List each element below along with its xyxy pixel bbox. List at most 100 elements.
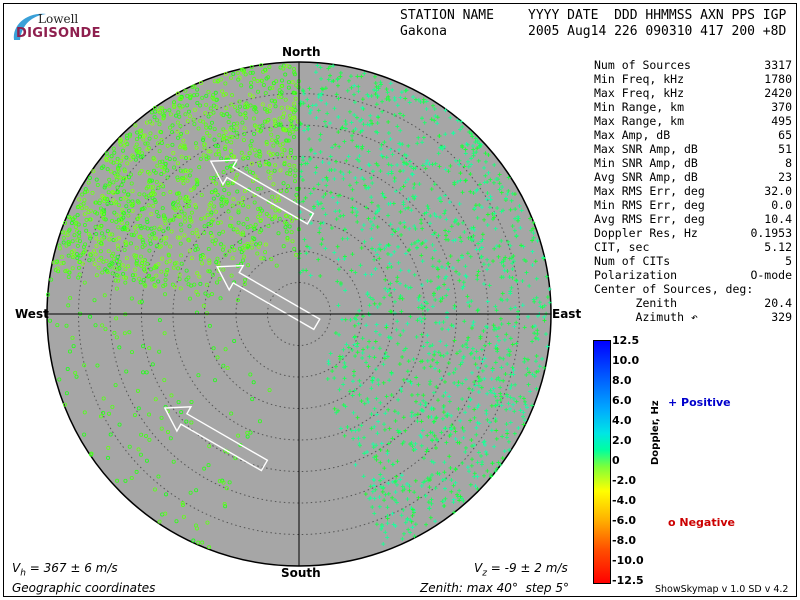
positive-doppler-source-marker [297,251,302,256]
negative-doppler-source-marker [187,215,192,220]
positive-doppler-source-marker [346,345,351,350]
negative-doppler-source-marker [137,300,142,305]
negative-doppler-source-marker [229,223,234,228]
negative-doppler-source-marker [221,480,226,485]
positive-doppler-source-marker [453,436,458,441]
negative-doppler-source-marker [140,259,145,264]
negative-doppler-source-marker [175,175,180,180]
positive-doppler-source-marker [406,205,411,210]
negative-doppler-source-marker [67,240,72,245]
positive-doppler-source-marker [436,398,441,403]
positive-doppler-source-marker [369,412,374,417]
stat-row: Max Amp, dB 65 [594,128,792,142]
negative-doppler-source-marker [196,540,201,545]
positive-doppler-source-marker [319,86,324,91]
positive-doppler-source-marker [354,115,359,120]
positive-doppler-source-marker [499,260,504,265]
positive-doppler-source-marker [320,206,325,211]
stat-row: Min RMS Err, deg 0.0 [594,198,792,212]
negative-doppler-source-marker [209,175,214,180]
positive-doppler-source-marker [463,273,468,278]
positive-doppler-source-marker [531,220,536,225]
positive-doppler-source-marker [372,455,377,460]
negative-doppler-source-marker [76,265,81,270]
positive-doppler-source-marker [498,462,503,467]
negative-doppler-source-marker [105,197,110,202]
negative-doppler-source-marker [240,258,245,263]
positive-doppler-source-marker [504,407,509,412]
positive-doppler-source-marker [386,441,391,446]
positive-doppler-source-marker [484,452,489,457]
negative-doppler-source-marker [138,452,143,457]
negative-doppler-source-marker [205,213,210,218]
negative-doppler-source-marker [248,372,253,377]
positive-doppler-source-marker [370,246,375,251]
negative-doppler-source-marker [86,232,91,237]
positive-doppler-source-marker [412,272,417,277]
positive-doppler-source-marker [530,372,535,377]
stat-value: 10.4 [764,212,792,226]
positive-doppler-source-marker [433,320,438,325]
negative-doppler-source-marker [288,148,293,153]
positive-doppler-source-marker [369,272,374,277]
positive-doppler-source-marker [465,251,470,256]
negative-doppler-source-marker [207,202,212,207]
positive-doppler-source-marker [485,212,490,217]
negative-doppler-source-marker [289,122,294,127]
positive-doppler-source-marker [475,187,480,192]
positive-doppler-source-marker [461,280,466,285]
positive-doppler-source-marker [390,232,395,237]
positive-doppler-source-marker [383,492,388,497]
negative-doppler-source-marker [294,192,299,197]
negative-doppler-source-marker [194,231,199,236]
negative-doppler-source-marker [192,84,197,89]
negative-doppler-source-marker [182,211,187,216]
negative-doppler-source-marker [284,214,289,219]
negative-doppler-source-marker [248,224,253,229]
negative-doppler-source-marker [150,362,155,367]
positive-doppler-source-marker [332,376,337,381]
negative-doppler-source-marker [152,231,157,236]
negative-doppler-source-marker [228,127,233,132]
negative-doppler-source-marker [160,206,165,211]
positive-doppler-source-marker [468,397,473,402]
negative-doppler-source-marker [100,323,105,328]
positive-doppler-source-marker [376,115,381,120]
positive-doppler-source-marker [337,144,342,149]
positive-doppler-source-marker [351,369,356,374]
negative-doppler-source-marker [243,111,248,116]
negative-doppler-source-marker [215,192,220,197]
positive-doppler-source-marker [528,216,533,221]
negative-doppler-source-marker [111,191,116,196]
negative-doppler-source-marker [161,170,166,175]
positive-doppler-source-marker [480,368,485,373]
positive-doppler-source-marker [457,272,462,277]
negative-doppler-source-marker [188,168,193,173]
negative-doppler-source-marker [209,190,214,195]
negative-doppler-source-marker [279,94,284,99]
positive-doppler-source-marker [299,169,304,174]
negative-doppler-source-marker [267,388,272,393]
positive-doppler-source-marker [535,313,540,318]
positive-doppler-source-marker [483,159,488,164]
stat-row: Avg SNR Amp, dB 23 [594,170,792,184]
negative-doppler-source-marker [107,263,112,268]
negative-doppler-source-marker [287,163,292,168]
positive-doppler-source-marker [338,70,343,75]
negative-doppler-source-marker [111,238,116,243]
positive-doppler-source-marker [415,392,420,397]
positive-doppler-source-marker [312,151,317,156]
positive-doppler-source-marker [352,323,357,328]
negative-doppler-source-marker [127,444,132,449]
negative-doppler-source-marker [162,331,167,336]
negative-doppler-source-marker [207,545,212,550]
positive-doppler-source-marker [508,395,513,400]
positive-doppler-source-marker [337,332,342,337]
positive-doppler-source-marker [362,435,367,440]
negative-doppler-source-marker [206,269,211,274]
negative-doppler-source-marker [156,214,161,219]
positive-doppler-source-marker [345,424,350,429]
positive-doppler-source-marker [318,273,323,278]
positive-doppler-source-marker [359,423,364,428]
negative-doppler-source-marker [124,256,129,261]
